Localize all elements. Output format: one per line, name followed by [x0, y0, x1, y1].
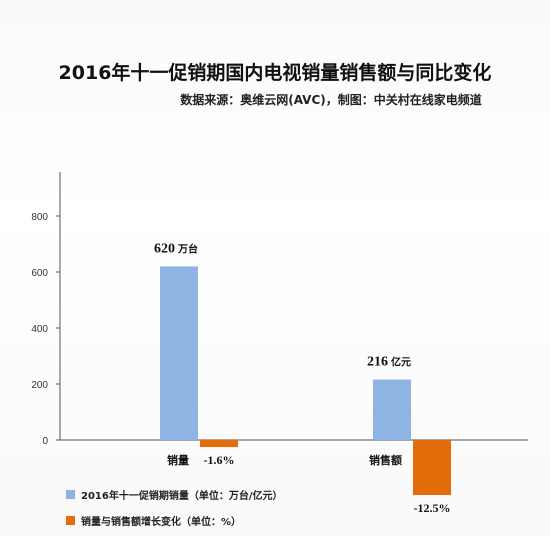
bar-unit-label: 亿元 [391, 356, 411, 369]
bar-growth [200, 440, 238, 448]
bar-growth [413, 440, 451, 495]
bar-value-label: 216 [367, 355, 388, 370]
bar-sales [160, 266, 198, 440]
x-category-label: 销量 [167, 453, 189, 467]
bar-unit-label: 万台 [177, 242, 198, 255]
legend-swatch-sales [66, 490, 75, 499]
legend-swatch-growth [66, 516, 75, 525]
y-tick-label: 0 [42, 436, 48, 447]
bar-value-label: 620 [154, 241, 175, 256]
y-tick-label: 400 [31, 324, 48, 335]
legend-item-sales: 2016年十一促销期销量（单位：万台/亿元） [66, 487, 282, 502]
legend-item-growth: 销量与销售额增长变化（单位：%） [66, 513, 241, 528]
bar-growth-label: -12.5% [414, 501, 451, 515]
y-tick-label: 200 [31, 380, 48, 391]
y-tick-label: 600 [31, 268, 48, 279]
chart-subtitle: 数据来源：奥维云网(AVC)，制图：中关村在线家电频道 [0, 91, 550, 108]
bar-growth-label: -1.6% [204, 453, 235, 467]
bar-sales [373, 379, 411, 440]
x-category-label: 销售额 [369, 453, 402, 467]
legend-label-growth: 销量与销售额增长变化（单位：%） [81, 517, 242, 528]
legend-label-sales: 2016年十一促销期销量（单位：万台/亿元） [81, 491, 283, 502]
y-tick-label: 800 [31, 212, 48, 223]
chart-subtitle-text: 数据来源：奥维云网(AVC)，制图：中关村在线家电频道 [180, 93, 482, 107]
chart-title: 2016年十一促销期国内电视销量销售额与同比变化 [58, 62, 492, 84]
